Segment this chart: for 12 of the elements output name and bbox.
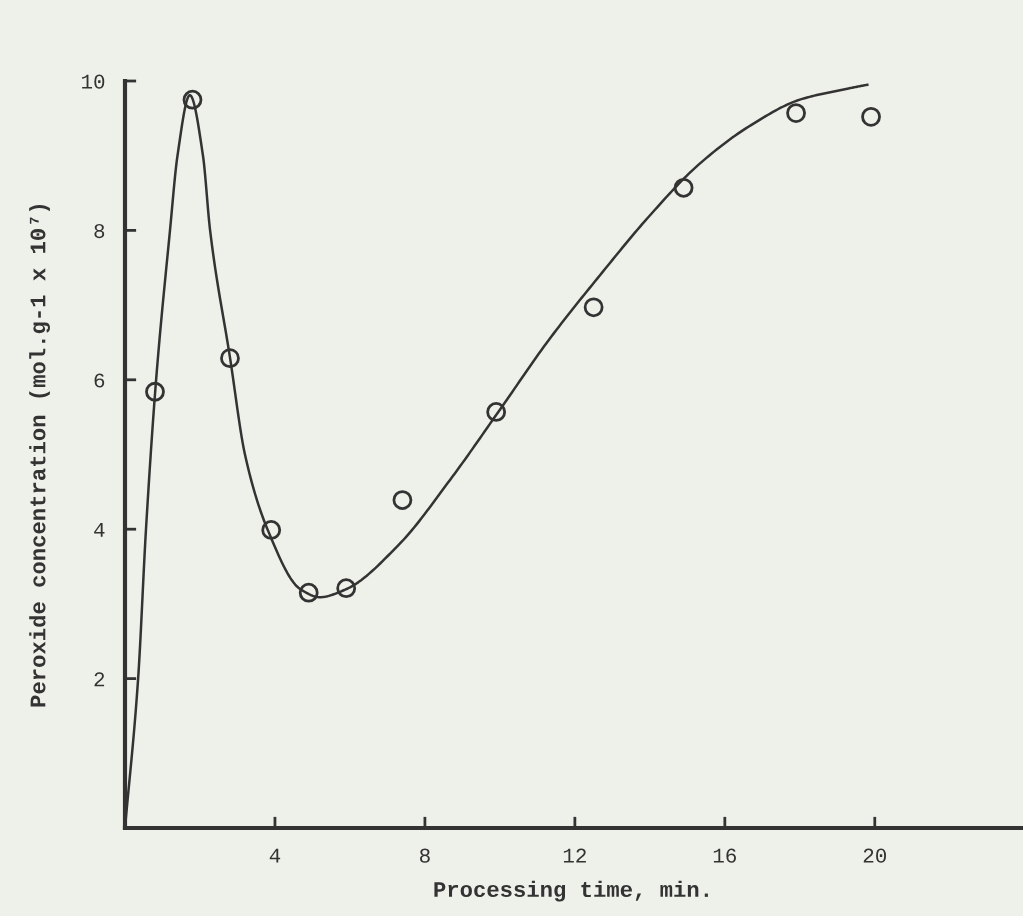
y-tick-label: 6: [94, 373, 105, 388]
y-tick-label: 10: [82, 74, 105, 89]
x-tick-label: 12: [563, 848, 586, 863]
x-tick-label: 20: [863, 848, 887, 863]
y-tick-label: 8: [94, 224, 105, 239]
x-tick-label: 4: [269, 848, 281, 863]
x-tick-label: 8: [420, 848, 430, 863]
x-tick-label: 16: [713, 848, 736, 863]
y-tick-label: 4: [94, 523, 105, 537]
x-axis-title: Processing time, min.: [434, 880, 708, 902]
y-axis-title: Peroxide concentration (mol.g-1 x 10⁷): [29, 204, 50, 707]
y-tick-label: 2: [94, 672, 105, 687]
